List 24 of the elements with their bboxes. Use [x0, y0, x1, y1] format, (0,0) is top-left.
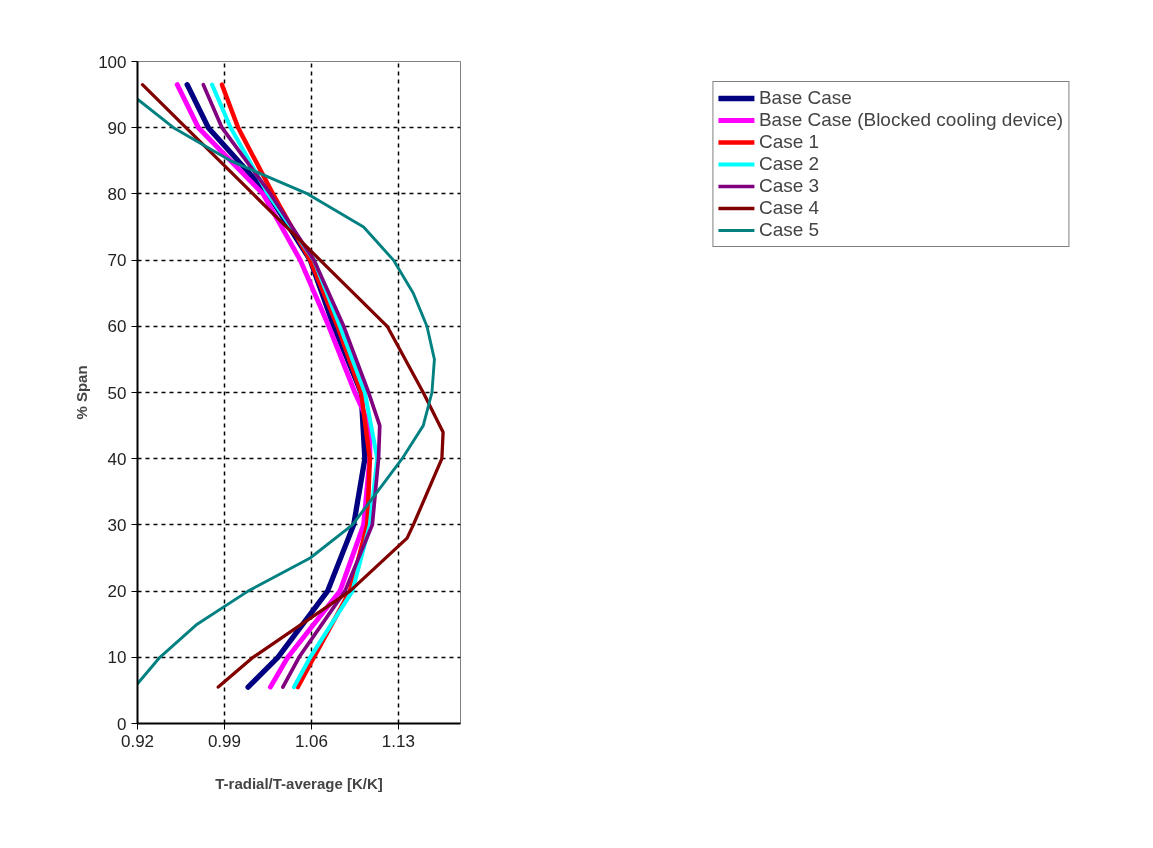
x-axis-title: T-radial/T-average [K/K]	[215, 774, 383, 792]
y-tick-label: 20	[107, 582, 127, 602]
y-axis-title: % Span	[73, 365, 91, 420]
legend-label: Case 1	[758, 131, 820, 153]
legend-label: Base Case	[758, 87, 852, 109]
x-tick-label: 0.92	[120, 731, 155, 751]
y-tick-label: 80	[107, 184, 127, 204]
legend-label: Case 2	[758, 153, 820, 175]
y-tick-label: 50	[107, 383, 127, 403]
x-tick-label: 1.13	[381, 731, 415, 751]
y-tick-label: 40	[107, 449, 127, 469]
x-tick-label: 0.99	[207, 731, 242, 751]
y-tick-label: 30	[107, 515, 127, 535]
legend-label: Base Case (Blocked cooling device)	[758, 109, 1064, 131]
legend-label: Case 3	[758, 175, 820, 197]
legend-label: Case 4	[758, 197, 820, 219]
y-tick-label: 0	[117, 714, 127, 734]
legend-label: Case 5	[758, 219, 820, 241]
y-tick-label: 10	[107, 648, 127, 668]
y-tick-label: 60	[107, 317, 127, 337]
x-tick-label: 1.06	[294, 731, 328, 751]
y-tick-label: 100	[98, 52, 127, 72]
y-tick-label: 70	[107, 251, 127, 271]
y-tick-label: 90	[107, 118, 127, 138]
